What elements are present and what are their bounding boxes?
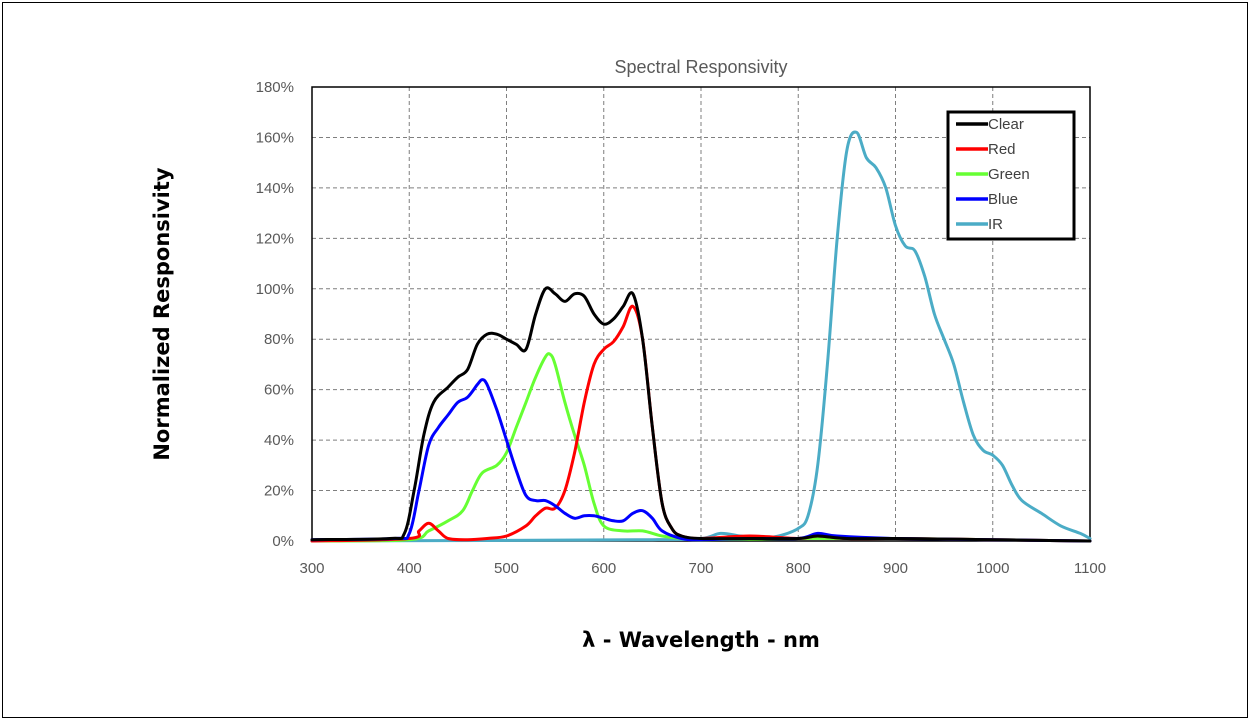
y-tick-label: 100% <box>256 281 294 298</box>
x-tick-label: 300 <box>299 560 324 577</box>
legend-label-ir: IR <box>988 216 1003 233</box>
y-tick-label: 160% <box>256 129 294 146</box>
y-tick-label: 80% <box>264 331 294 348</box>
y-tick-labels: 0% 20% 40% 60% 80% 100% 120% 140% 160% 180% <box>256 79 294 550</box>
legend-label-blue: Blue <box>988 191 1018 208</box>
y-tick-label: 60% <box>264 382 294 399</box>
y-tick-label: 140% <box>256 180 294 197</box>
series-layer <box>310 130 1092 543</box>
x-tick-label: 900 <box>883 560 908 577</box>
grid-lines <box>312 87 1090 541</box>
x-tick-label: 1000 <box>976 560 1009 577</box>
x-tick-label: 600 <box>591 560 616 577</box>
x-tick-label: 700 <box>688 560 713 577</box>
series-line-clear <box>310 286 1092 543</box>
legend-label-clear: Clear <box>988 116 1024 133</box>
y-tick-label: 0% <box>272 533 294 550</box>
x-tick-label: 500 <box>494 560 519 577</box>
legend-label-green: Green <box>988 166 1030 183</box>
x-tick-labels: 300 400 500 600 700 800 900 1000 1100 <box>299 560 1106 577</box>
x-tick-label: 400 <box>397 560 422 577</box>
x-tick-label: 1100 <box>1074 560 1106 577</box>
y-tick-label: 40% <box>264 432 294 449</box>
y-tick-label: 180% <box>256 79 294 96</box>
x-axis-label: λ - Wavelength - nm <box>582 628 820 652</box>
y-tick-label: 120% <box>256 230 294 247</box>
legend: Clear Red Green Blue IR <box>946 110 1076 241</box>
chart-title: Spectral Responsivity <box>614 57 787 77</box>
legend-label-red: Red <box>988 141 1016 158</box>
y-tick-label: 20% <box>264 483 294 500</box>
y-axis-label: Normalized Responsivity <box>150 167 174 461</box>
x-tick-label: 800 <box>786 560 811 577</box>
